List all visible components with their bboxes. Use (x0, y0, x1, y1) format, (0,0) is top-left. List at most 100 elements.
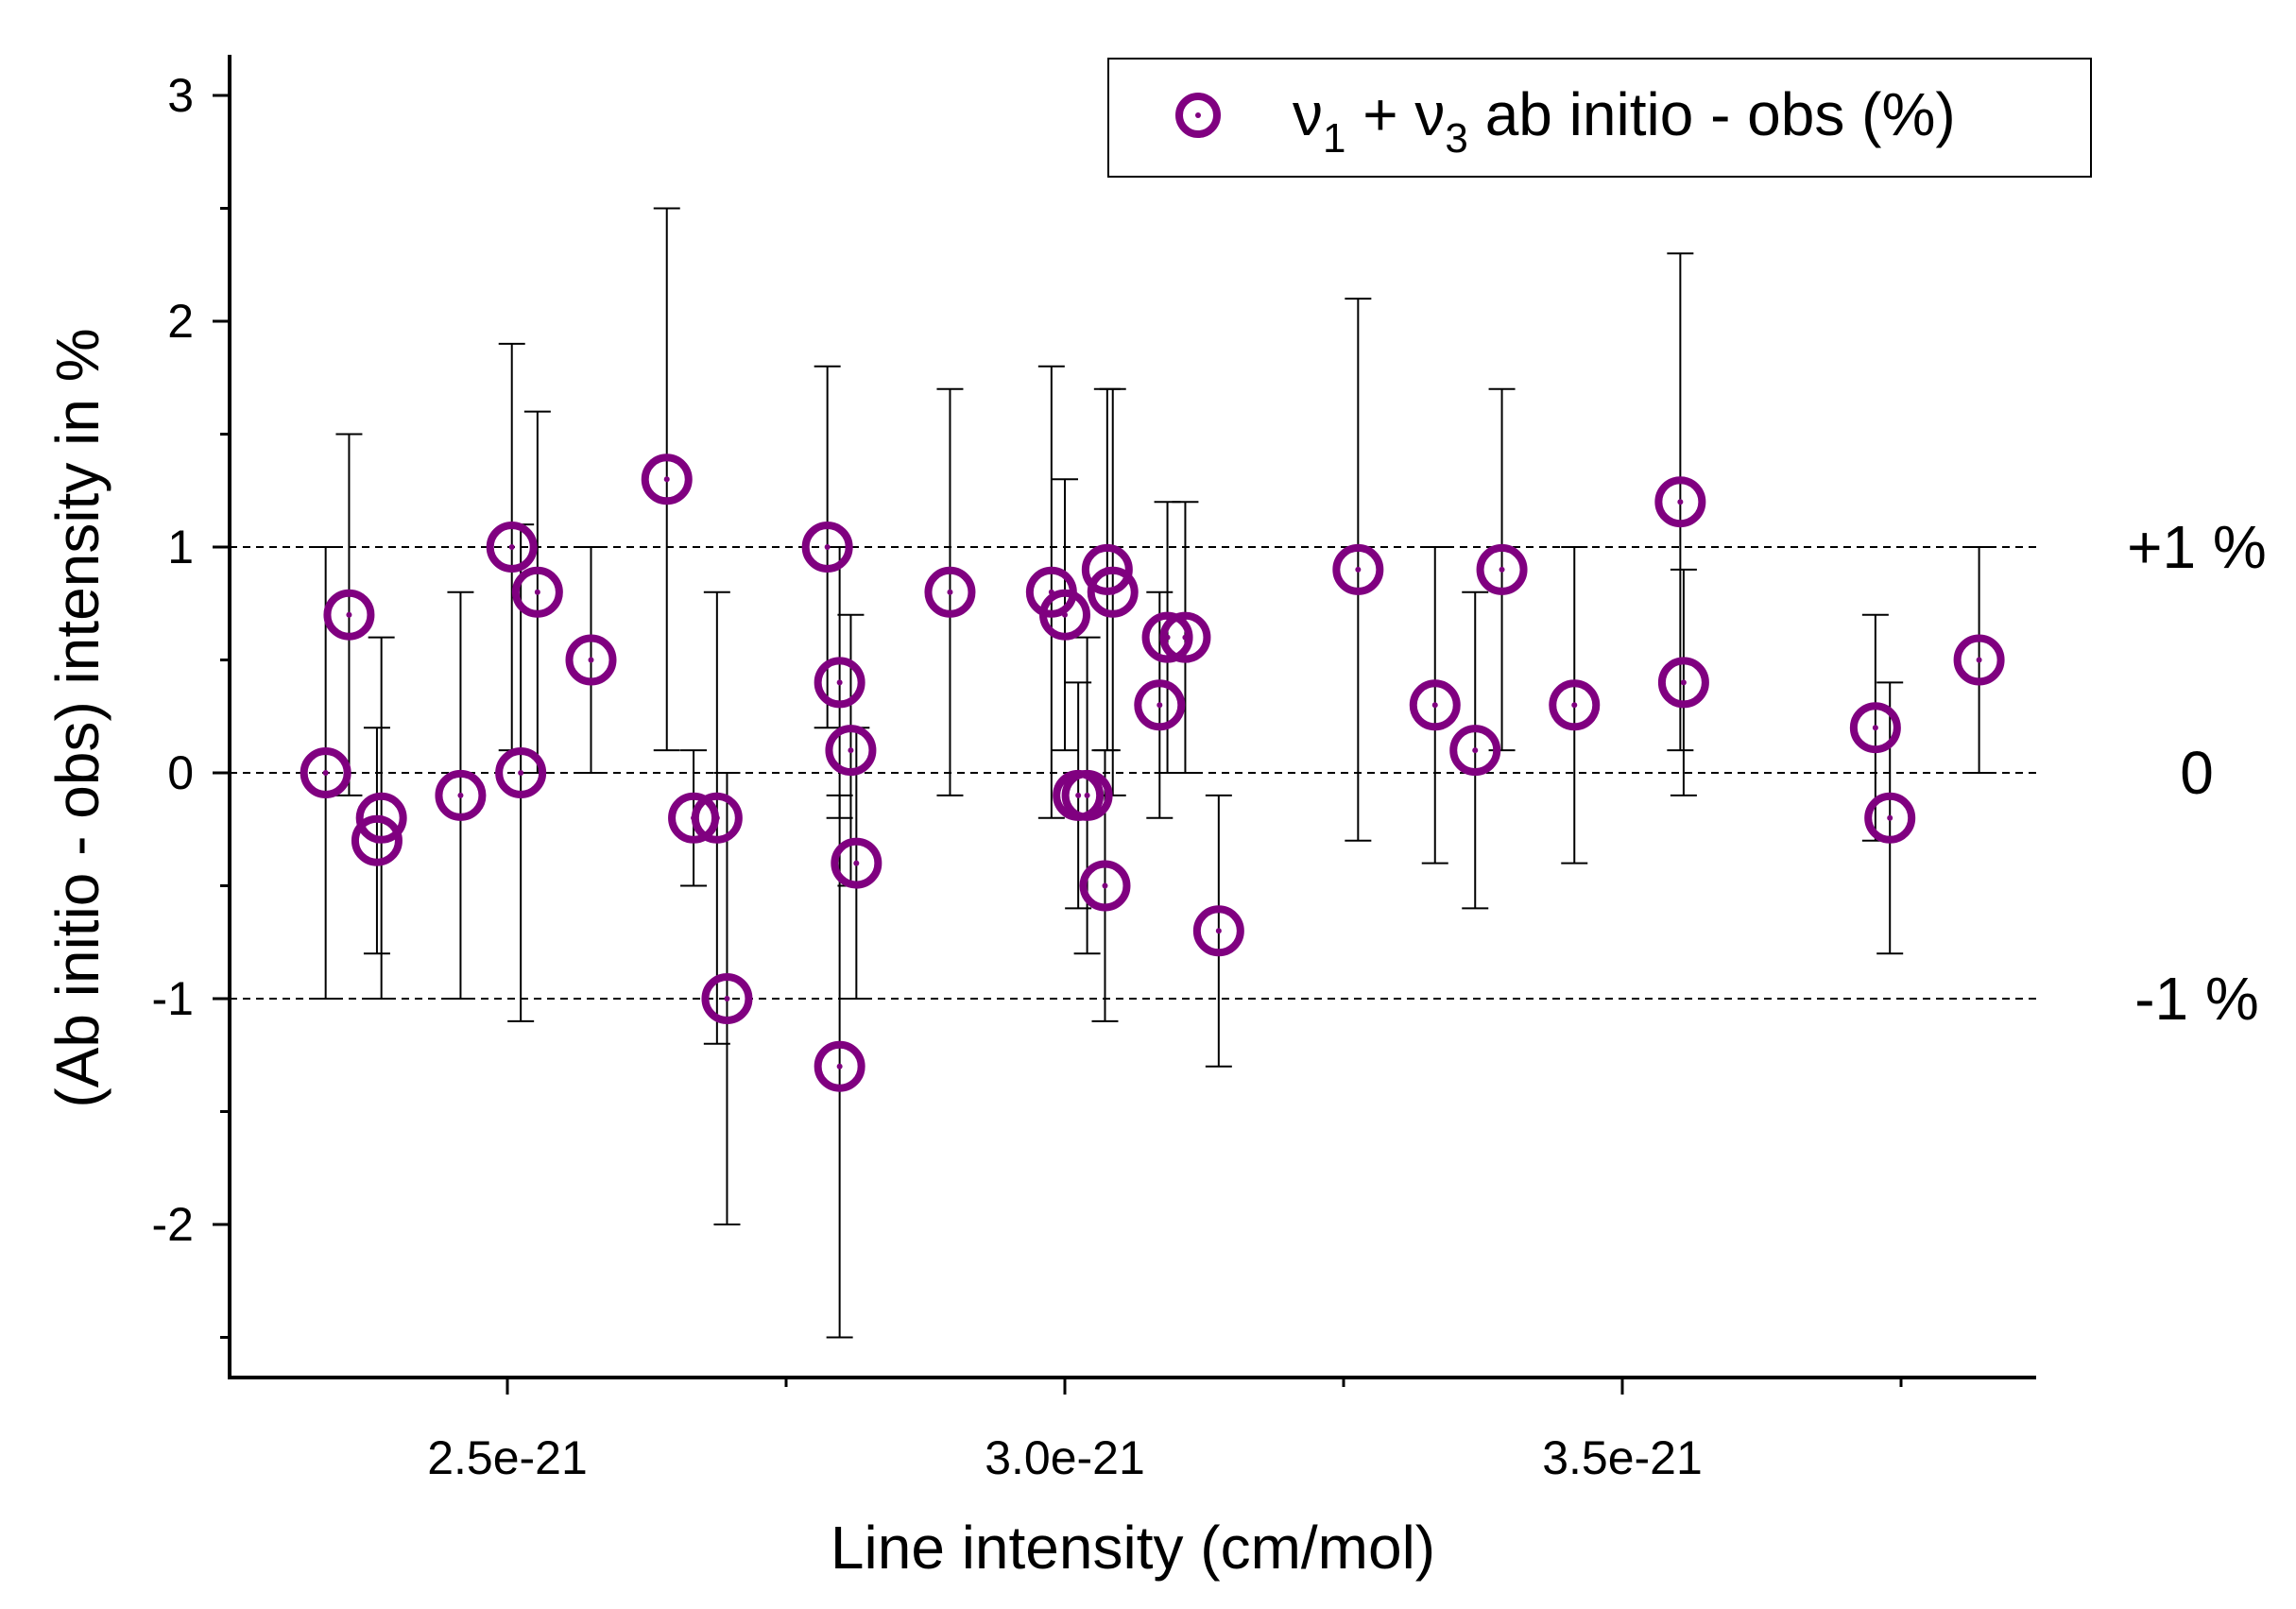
data-point (1654, 476, 1706, 528)
data-point (1864, 792, 1916, 844)
data-point (691, 792, 743, 844)
point-center (1472, 747, 1479, 754)
point-center (663, 476, 670, 483)
point-center (508, 544, 515, 550)
point-ring (1079, 860, 1131, 912)
point-center (713, 814, 720, 821)
point-center (518, 770, 524, 776)
data-point (825, 725, 877, 777)
data-point (511, 566, 563, 618)
data-point (831, 837, 882, 889)
x-tick-label: 2.5e-21 (427, 1431, 588, 1484)
point-center (1680, 679, 1687, 686)
point-ring (1141, 611, 1193, 663)
data-point (1079, 860, 1131, 912)
data-point (801, 522, 853, 573)
point-ring (1409, 679, 1461, 731)
data-point (924, 566, 976, 618)
point-center (824, 544, 831, 550)
data-point (1549, 679, 1601, 731)
legend-nu1: ν (1293, 80, 1323, 148)
data-point (300, 747, 351, 798)
x-ticks: 2.5e-21 3.0e-21 3.5e-21 (427, 1378, 1903, 1484)
y-tick-label: 1 (167, 521, 194, 573)
point-ring (641, 454, 693, 505)
data-point (351, 814, 403, 866)
x-tick-label: 3.0e-21 (985, 1431, 1145, 1484)
data-point (1476, 543, 1528, 595)
data-point (1159, 611, 1211, 663)
point-center (1887, 814, 1893, 821)
point-center (947, 589, 953, 595)
point-ring (701, 973, 753, 1024)
data-point (435, 769, 487, 821)
point-center (1215, 928, 1222, 934)
point-ring (1192, 905, 1244, 957)
point-ring (1953, 634, 2005, 686)
point-center (1976, 657, 1982, 663)
data-point (701, 973, 753, 1024)
legend-sub3: 3 (1445, 115, 1467, 162)
y-axis-title: (Ab initio - obs) intensity in % (43, 328, 111, 1107)
point-ring (1134, 679, 1186, 731)
data-point (1409, 679, 1461, 731)
data-point (495, 747, 547, 798)
point-ring (1039, 589, 1090, 641)
point-center (373, 837, 380, 844)
data-points (300, 454, 2005, 1092)
y-tick-label: -2 (152, 1198, 194, 1251)
y-tick-label: 2 (167, 295, 194, 348)
point-ring (1087, 566, 1139, 618)
data-point (641, 454, 693, 505)
y-tick-label: -1 (152, 972, 194, 1025)
point-ring (1549, 679, 1601, 731)
y-tick-label: 0 (167, 746, 194, 799)
data-point (1134, 679, 1186, 731)
x-tick-label: 3.5e-21 (1542, 1431, 1703, 1484)
legend-box (1107, 58, 2092, 178)
point-ring (1449, 725, 1501, 777)
data-point (1332, 543, 1384, 595)
data-point (1039, 589, 1090, 641)
data-point (1849, 702, 1901, 754)
point-center (724, 996, 730, 1001)
legend-plus: + (1345, 80, 1414, 148)
data-point (1061, 769, 1113, 821)
legend-label: ν1 + ν3 ab initio - obs (%) (1293, 80, 1956, 162)
point-center (1499, 566, 1505, 573)
point-ring (355, 792, 407, 844)
data-point (565, 634, 617, 686)
y-tick-label: 3 (167, 69, 194, 122)
point-center (1355, 566, 1362, 573)
point-ring (801, 522, 853, 573)
data-point (323, 589, 375, 641)
point-center (457, 792, 464, 798)
point-ring (814, 657, 865, 709)
point-ring (486, 522, 538, 573)
reference-label: -1 % (2134, 965, 2259, 1033)
point-center (848, 747, 854, 754)
point-center (836, 679, 843, 686)
legend-marker (1175, 93, 1221, 138)
point-ring (1081, 543, 1133, 595)
legend-nu3: ν (1414, 80, 1445, 148)
data-point (486, 522, 538, 573)
point-ring (435, 769, 487, 821)
point-center (588, 657, 594, 663)
point-ring (814, 1040, 865, 1092)
point-ring (300, 747, 351, 798)
data-point (1953, 634, 2005, 686)
data-point (1087, 566, 1139, 618)
point-center (836, 1063, 843, 1070)
point-ring (1159, 611, 1211, 663)
point-ring (351, 814, 403, 866)
data-point (1192, 905, 1244, 957)
point-center (534, 589, 540, 595)
point-ring (924, 566, 976, 618)
x-axis-title: Line intensity (cm/mol) (831, 1514, 1435, 1582)
point-center (346, 611, 352, 618)
point-ring (1864, 792, 1916, 844)
point-ring (1654, 476, 1706, 528)
point-ring (691, 792, 743, 844)
